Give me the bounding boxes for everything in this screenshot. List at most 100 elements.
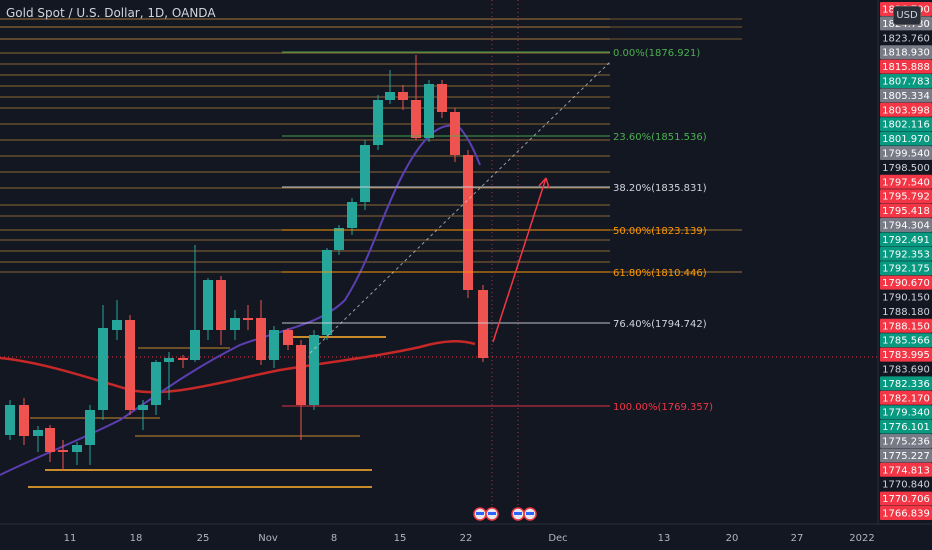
- price-label[interactable]: 1779.340: [880, 405, 932, 420]
- candle[interactable]: [72, 442, 82, 465]
- price-label-text: 1792.491: [882, 235, 930, 246]
- time-axis[interactable]: 11 18 25 Nov 8 15 22 Dec 13 20 27 2022: [0, 523, 932, 544]
- candle[interactable]: [98, 305, 108, 420]
- candle[interactable]: [203, 278, 213, 340]
- fib-level-label: 76.40%(1794.742): [613, 319, 707, 330]
- candle[interactable]: [256, 300, 266, 365]
- time-axis-label: 27: [791, 533, 804, 544]
- candle[interactable]: [398, 85, 408, 110]
- candle[interactable]: [178, 355, 188, 368]
- price-label[interactable]: 1775.236: [880, 434, 932, 448]
- price-label[interactable]: 1803.998: [880, 102, 932, 117]
- price-label[interactable]: 1797.540: [880, 174, 932, 189]
- price-label[interactable]: 1766.839: [880, 506, 932, 520]
- price-label[interactable]: 1790.150: [880, 290, 932, 304]
- symbol-title[interactable]: Gold Spot / U.S. Dollar, 1D, OANDA: [6, 6, 216, 20]
- price-label-text: 1790.150: [882, 293, 930, 304]
- price-label[interactable]: 1815.888: [880, 59, 932, 74]
- price-label-text: 1770.706: [882, 494, 930, 505]
- price-label[interactable]: 1770.840: [880, 477, 932, 492]
- candle[interactable]: [296, 340, 306, 440]
- fib-level-label: 100.00%(1769.357): [613, 402, 713, 413]
- candle[interactable]: [360, 140, 370, 210]
- fib-level-label: 50.00%(1823.139): [613, 226, 707, 237]
- candle[interactable]: [269, 326, 279, 368]
- candle[interactable]: [243, 305, 253, 330]
- time-axis-label: 15: [394, 533, 407, 544]
- price-label[interactable]: 1807.783: [880, 74, 932, 88]
- price-label[interactable]: 1798.500: [880, 160, 932, 175]
- price-label[interactable]: 1802.116: [880, 117, 932, 132]
- price-label[interactable]: 1795.792: [880, 189, 932, 204]
- price-label-text: 1798.500: [882, 163, 930, 174]
- price-label[interactable]: 1775.227: [880, 448, 932, 463]
- price-label[interactable]: 1774.813: [880, 462, 932, 477]
- candle[interactable]: [58, 440, 68, 470]
- flag-event-icon[interactable]: [511, 507, 525, 521]
- ma-red-line[interactable]: [0, 340, 476, 394]
- price-label[interactable]: 1788.150: [880, 318, 932, 333]
- time-axis-label: 18: [130, 533, 143, 544]
- time-axis-label: 11: [64, 533, 77, 544]
- ma-purple-line[interactable]: [0, 124, 481, 476]
- flag-event-icon[interactable]: [473, 507, 487, 521]
- projection-arrow[interactable]: [492, 177, 547, 343]
- price-label[interactable]: 1770.706: [880, 491, 932, 506]
- candle[interactable]: [450, 108, 460, 162]
- flag-event-icon[interactable]: [485, 507, 499, 521]
- candle[interactable]: [125, 315, 135, 415]
- price-label[interactable]: 1795.418: [880, 203, 932, 218]
- fibonacci-levels[interactable]: 0.00%(1876.921) 23.60%(1851.536) 38.20%(18…: [282, 48, 713, 413]
- price-label[interactable]: 1785.566: [880, 333, 932, 348]
- candle[interactable]: [411, 55, 421, 140]
- fib-trend-line[interactable]: [309, 61, 611, 354]
- price-label[interactable]: 1792.353: [880, 246, 932, 261]
- price-label[interactable]: 1788.180: [880, 304, 932, 319]
- candle[interactable]: [322, 248, 332, 340]
- flag-event-icon[interactable]: [523, 507, 537, 521]
- price-label[interactable]: 1783.995: [880, 347, 932, 362]
- price-label[interactable]: 1805.334: [880, 88, 932, 103]
- candle[interactable]: [216, 276, 226, 345]
- candle[interactable]: [230, 310, 240, 340]
- candle[interactable]: [164, 352, 174, 400]
- price-label[interactable]: 1801.970: [880, 131, 932, 146]
- candlesticks[interactable]: [5, 55, 488, 470]
- candle[interactable]: [424, 80, 434, 142]
- price-label[interactable]: 1792.175: [880, 261, 932, 276]
- candle[interactable]: [373, 95, 383, 150]
- fib-level-label: 61.80%(1810.446): [613, 268, 707, 279]
- candle[interactable]: [385, 70, 395, 104]
- candle[interactable]: [347, 198, 357, 235]
- event-flags[interactable]: [473, 507, 537, 521]
- price-label[interactable]: 1782.170: [880, 390, 932, 405]
- candle[interactable]: [463, 150, 473, 298]
- price-label-text: 1788.180: [882, 307, 930, 318]
- candle[interactable]: [33, 426, 43, 452]
- price-label[interactable]: 1823.760: [880, 30, 932, 45]
- candle[interactable]: [190, 245, 200, 362]
- price-label-text: 1775.236: [882, 437, 930, 448]
- price-label[interactable]: 1792.491: [880, 232, 932, 247]
- candle[interactable]: [437, 80, 447, 118]
- candle[interactable]: [85, 405, 95, 465]
- price-label[interactable]: 1782.336: [880, 376, 932, 391]
- candle[interactable]: [138, 400, 148, 430]
- price-label[interactable]: 1790.670: [880, 275, 932, 290]
- fib-level-label: 23.60%(1851.536): [613, 132, 707, 143]
- candle[interactable]: [45, 425, 55, 462]
- candle[interactable]: [151, 360, 161, 415]
- currency-badge[interactable]: USD: [893, 6, 921, 25]
- price-label[interactable]: 1794.304: [880, 218, 932, 232]
- candle[interactable]: [5, 400, 15, 440]
- price-axis[interactable]: 1826.7901824.7301823.7601818.9301815.888…: [877, 0, 932, 524]
- candle[interactable]: [283, 328, 293, 350]
- price-label[interactable]: 1783.690: [880, 362, 932, 376]
- candle[interactable]: [19, 398, 29, 445]
- candle[interactable]: [309, 330, 319, 410]
- price-label[interactable]: 1818.930: [880, 45, 932, 60]
- price-label[interactable]: 1776.101: [880, 419, 932, 434]
- price-label[interactable]: 1799.540: [880, 146, 932, 160]
- candle[interactable]: [112, 300, 122, 340]
